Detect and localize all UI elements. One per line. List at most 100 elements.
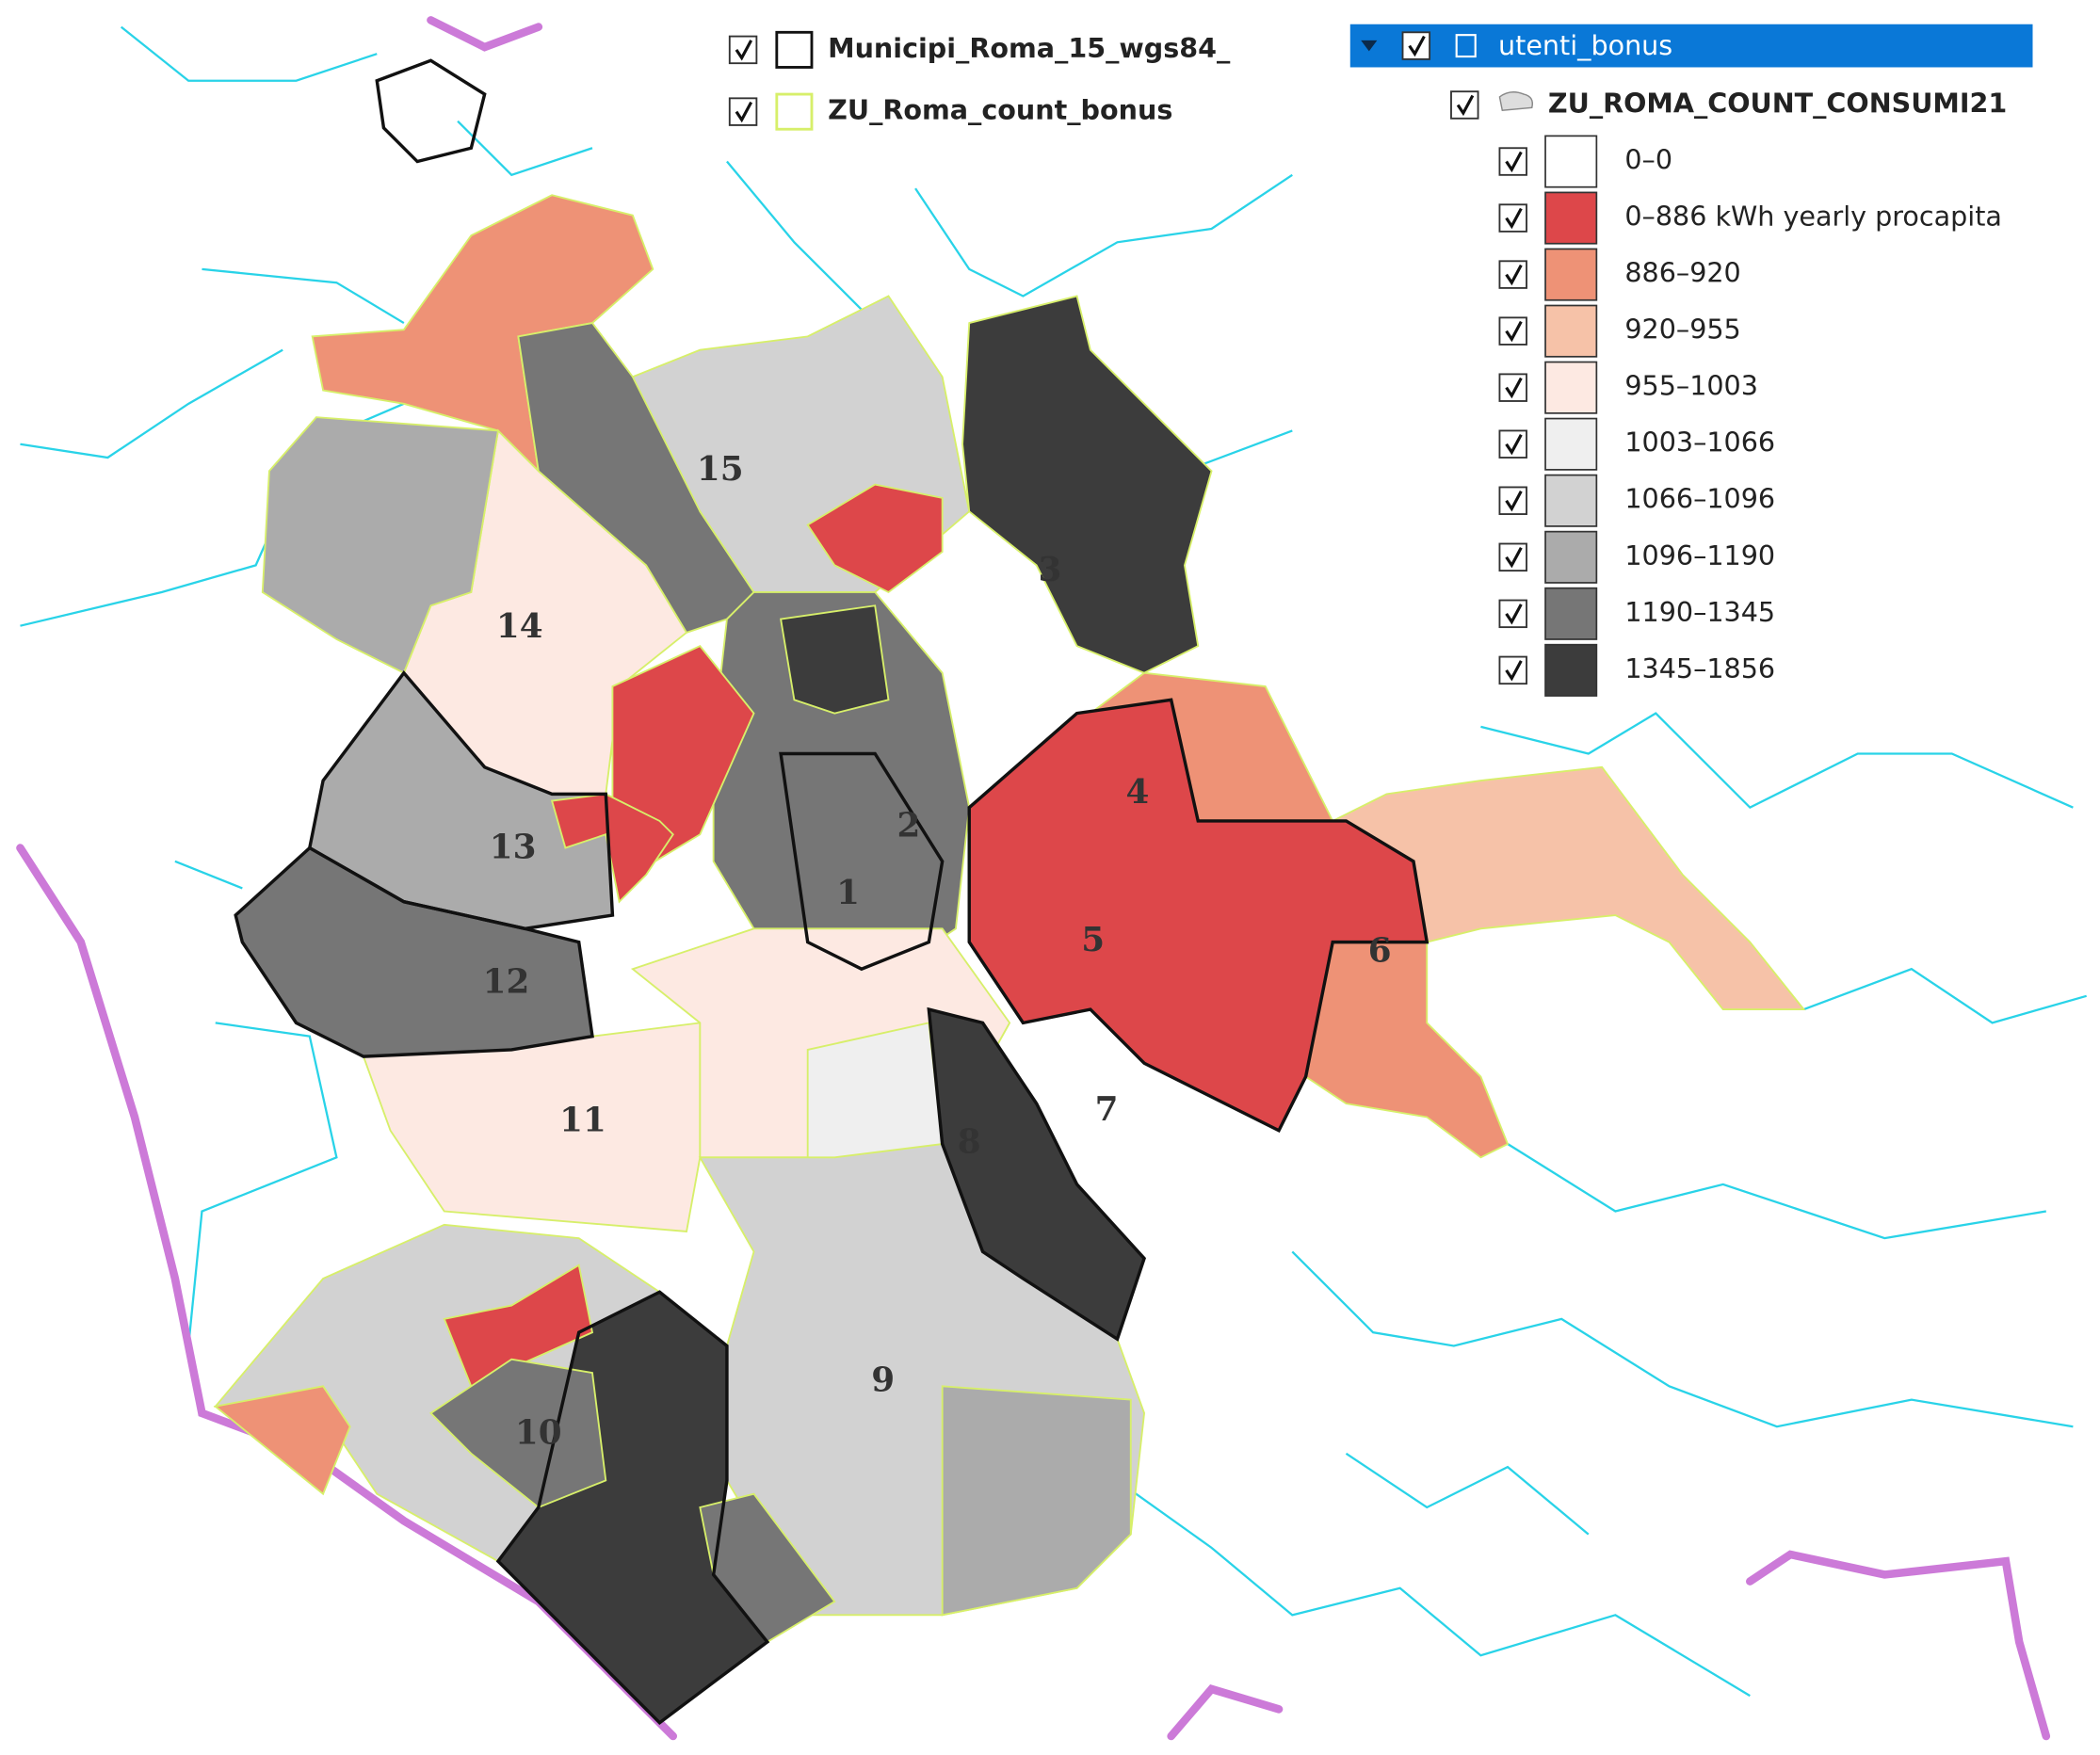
municipio-label: 9 [871, 1361, 895, 1400]
legend-swatch [1544, 191, 1598, 245]
legend-label: 0–0 [1624, 144, 1672, 176]
coastline [16, 844, 678, 1741]
municipio-label: 13 [490, 827, 537, 866]
municipio-label: 7 [1095, 1089, 1119, 1129]
legend-swatch [1544, 248, 1598, 301]
checkbox[interactable] [728, 97, 758, 126]
check-mark [1408, 35, 1426, 57]
municipio-boundary [779, 751, 945, 972]
checkbox[interactable] [1498, 486, 1527, 515]
checkbox[interactable] [1450, 90, 1479, 120]
legend-label: 1066–1096 [1624, 483, 1775, 515]
layer-list: Municipi_Roma_15_wgs84_ ZU_Roma_count_bon… [716, 23, 1231, 139]
legend-swatch [1544, 587, 1598, 640]
check-mark [735, 101, 753, 123]
zone [806, 483, 944, 594]
municipio-boundary [967, 698, 1430, 1134]
zone [213, 1385, 351, 1496]
zone-polygons [213, 194, 1806, 1724]
legend-label: 955–1003 [1624, 370, 1758, 402]
layer-name[interactable]: Municipi_Roma_15_wgs84_ [828, 32, 1231, 64]
zone [961, 295, 1213, 674]
legend-swatch [1544, 530, 1598, 584]
legend-swatch [1544, 361, 1598, 414]
municipio-label: 2 [897, 806, 920, 845]
municipio-label: 5 [1081, 920, 1105, 959]
check-mark [1505, 491, 1523, 512]
check-mark [1456, 94, 1475, 117]
legend-label: 1003–1066 [1624, 427, 1775, 459]
legend-swatch [1544, 417, 1598, 471]
municipio-label: 15 [697, 449, 744, 489]
check-mark [1505, 264, 1523, 286]
legend-label: 920–955 [1624, 314, 1740, 346]
checkbox[interactable] [1498, 429, 1527, 459]
checkbox[interactable] [728, 35, 758, 65]
check-mark [1505, 320, 1523, 343]
checkbox[interactable] [1498, 373, 1527, 402]
region-border [1167, 1684, 1284, 1741]
expand-arrow[interactable] [1361, 40, 1378, 52]
zone [699, 1492, 836, 1644]
checkbox[interactable] [1498, 316, 1527, 346]
check-mark [1505, 377, 1523, 399]
legend-label: 1345–1856 [1624, 652, 1775, 684]
legend-label: 1096–1190 [1624, 539, 1775, 572]
municipio-boundary [375, 58, 487, 164]
check-mark [1505, 547, 1523, 569]
municipio-label: 10 [515, 1412, 562, 1452]
checkbox[interactable] [1498, 655, 1527, 685]
admin-boundaries [16, 16, 2051, 1741]
layer-name[interactable]: ZU_ROMA_COUNT_CONSUMI21 [1548, 87, 2007, 119]
group-icon [1455, 34, 1477, 58]
legend-swatch [1544, 304, 1598, 358]
municipio-boundary [307, 669, 615, 931]
municipio-label: 3 [1039, 550, 1062, 589]
zone [1304, 941, 1510, 1159]
zone [780, 604, 890, 715]
selected-row[interactable] [1349, 24, 2033, 68]
municipio-label: 12 [483, 961, 530, 1001]
legend-swatch [1544, 474, 1598, 527]
zone [550, 793, 674, 904]
legend-label: 886–920 [1624, 257, 1740, 289]
checkbox[interactable] [1498, 203, 1527, 233]
municipio-label: 14 [496, 606, 543, 646]
zone [428, 1358, 607, 1509]
region-border [427, 16, 543, 52]
layers-panel: utenti_bonus ZU_ROMA_COUNT_CONSUMI21 0–0… [1349, 24, 2033, 700]
legend-swatch [1544, 643, 1598, 697]
municipio-boundary [927, 1006, 1147, 1342]
zone [443, 1264, 594, 1388]
polygon-icon [1498, 91, 1533, 111]
checkbox[interactable] [1401, 31, 1431, 60]
legend-label: 1190–1345 [1624, 596, 1775, 628]
layer-symbol [775, 92, 814, 131]
check-mark [735, 40, 753, 61]
zone [941, 1385, 1132, 1617]
layer-symbol [775, 30, 814, 69]
municipio-boundary [495, 1290, 770, 1725]
group-name[interactable]: utenti_bonus [1498, 29, 1672, 61]
region-border [1746, 1550, 2051, 1741]
checkbox[interactable] [1498, 542, 1527, 572]
check-mark [1505, 151, 1523, 173]
municipio-label: 6 [1368, 931, 1392, 971]
check-mark [1505, 207, 1523, 230]
checkbox[interactable] [1498, 147, 1527, 176]
zone [1331, 765, 1806, 1011]
layer-name[interactable]: ZU_Roma_count_bonus [828, 94, 1172, 126]
municipio-label: 8 [958, 1122, 981, 1162]
panel-bg [1349, 73, 2033, 700]
legend-swatch [1544, 135, 1598, 188]
municipio-label: 4 [1125, 772, 1149, 812]
checkbox[interactable] [1498, 599, 1527, 629]
checkbox[interactable] [1498, 260, 1527, 289]
municipio-label: 1 [836, 873, 860, 912]
check-mark [1505, 433, 1523, 456]
check-mark [1505, 604, 1523, 625]
legend-label: 0–886 kWh yearly procapita [1624, 201, 2002, 233]
